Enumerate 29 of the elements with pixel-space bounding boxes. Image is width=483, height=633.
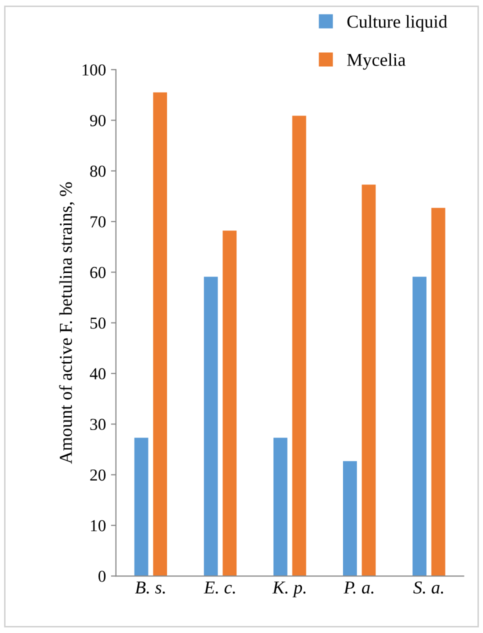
bar — [292, 116, 306, 576]
x-tick-label: P. a. — [344, 582, 374, 594]
x-tick-label: B. s. — [135, 582, 165, 594]
y-tick-label: 10 — [90, 520, 106, 532]
bar — [412, 276, 426, 576]
x-tick-label: K. p. — [272, 582, 306, 598]
bar — [204, 276, 218, 576]
y-tick-label: 100 — [82, 64, 106, 76]
bar — [273, 438, 288, 576]
y-tick-label: 20 — [90, 469, 106, 481]
y-tick-label: 50 — [90, 318, 106, 329]
y-axis-title: Amount of active F. betulina strains, % — [59, 182, 75, 464]
bar — [222, 230, 237, 576]
x-tick-label: S. a. — [413, 581, 444, 594]
y-tick-label: 40 — [90, 368, 106, 380]
y-tick-label: 60 — [90, 266, 106, 278]
bar — [134, 438, 148, 576]
y-tick-label: 30 — [90, 418, 106, 430]
bar — [343, 461, 357, 576]
y-tick-label: 70 — [90, 216, 106, 228]
y-tick-label: 0 — [98, 570, 106, 582]
y-tick-label: 90 — [90, 114, 106, 126]
legend-label: Culture liquid — [347, 15, 448, 32]
bar — [362, 184, 376, 576]
y-tick-label: 80 — [90, 166, 106, 177]
legend-label: Mycelia — [347, 53, 406, 70]
x-tick-label: E. c. — [204, 582, 235, 594]
bar — [431, 208, 446, 576]
bar — [153, 92, 168, 576]
